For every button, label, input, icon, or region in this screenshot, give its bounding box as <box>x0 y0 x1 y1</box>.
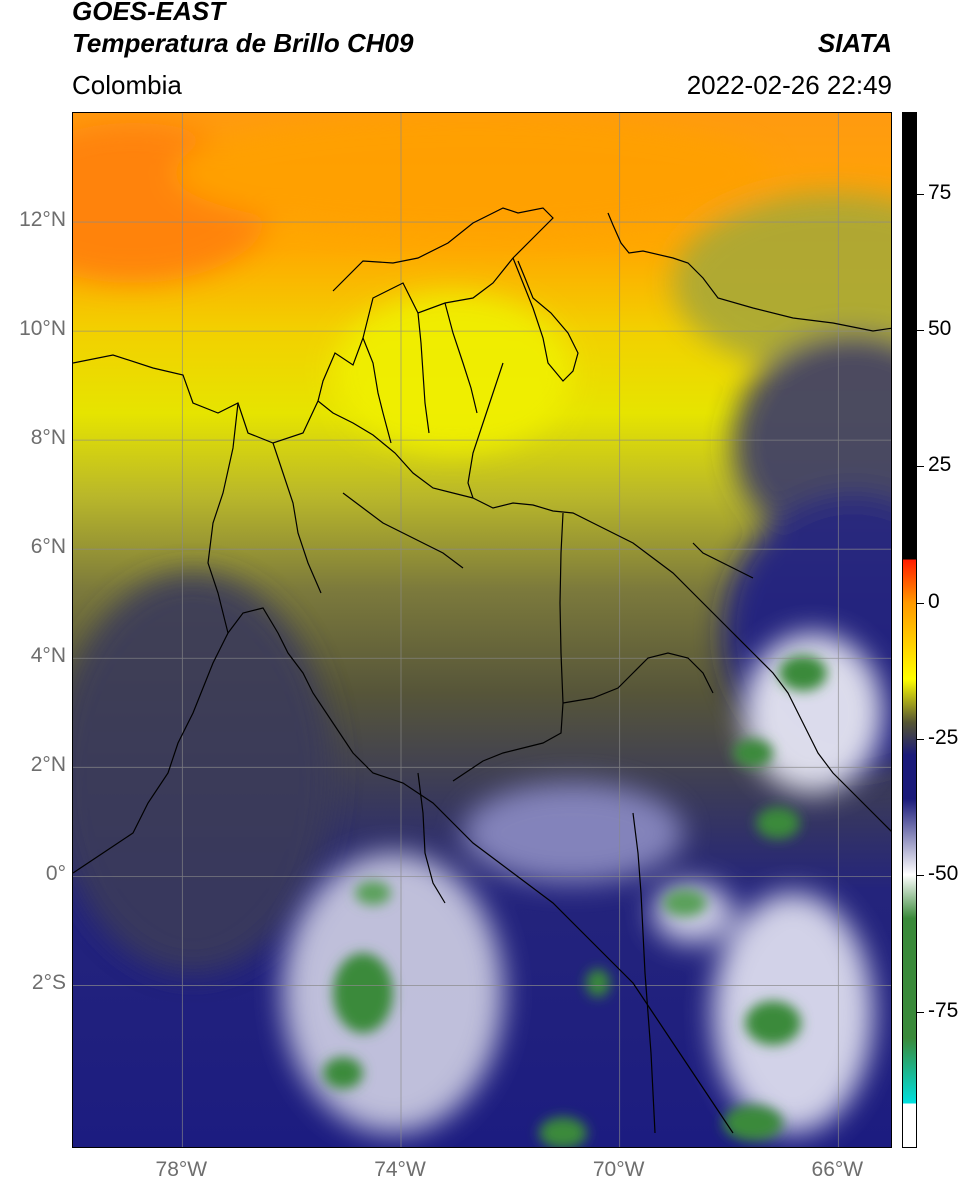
colorbar-tick-label: -75 <box>928 998 959 1022</box>
colorbar-tick-label: 25 <box>928 453 952 477</box>
colorbar-tick <box>917 466 924 468</box>
colorbar-tick <box>917 739 924 741</box>
latitude-tick-label: 0° <box>45 862 66 886</box>
latitude-tick-label: 2°S <box>31 971 66 995</box>
region-label: Colombia <box>72 70 182 100</box>
latitude-tick-label: 6°N <box>30 535 66 559</box>
latitude-tick-label: 2°N <box>30 753 66 777</box>
colorbar-tick <box>917 875 924 877</box>
colorbar-tick <box>917 330 924 332</box>
latitude-tick-label: 12°N <box>19 208 66 232</box>
organization-label: SIATA <box>817 28 892 58</box>
temperature-colorbar <box>902 112 917 1148</box>
satellite-map[interactable] <box>72 112 892 1148</box>
colorbar-tick-label: -25 <box>928 726 959 750</box>
colorbar-tick-label: 75 <box>928 180 952 204</box>
colorbar-tick <box>917 193 924 195</box>
latitude-tick-label: 10°N <box>19 317 66 341</box>
longitude-tick-label: 74°W <box>374 1158 426 1181</box>
timestamp-label: 2022-02-26 22:49 <box>686 70 892 100</box>
latitude-tick-label: 4°N <box>30 644 66 668</box>
longitude-tick-label: 66°W <box>811 1158 864 1181</box>
satellite-title: GOES-EAST <box>72 0 226 26</box>
latitude-tick-label: 8°N <box>30 426 66 450</box>
colorbar-tick-label: 50 <box>928 317 952 341</box>
brightness-temperature-field <box>73 113 891 1147</box>
colorbar-tick <box>917 1011 924 1013</box>
colorbar-tick <box>917 602 924 604</box>
colorbar-tick-label: 0 <box>928 589 940 613</box>
product-title: Temperatura de Brillo CH09 <box>72 28 414 58</box>
longitude-tick-label: 70°W <box>592 1158 645 1181</box>
longitude-tick-label: 78°W <box>155 1158 208 1181</box>
colorbar-tick-label: -50 <box>928 862 959 886</box>
